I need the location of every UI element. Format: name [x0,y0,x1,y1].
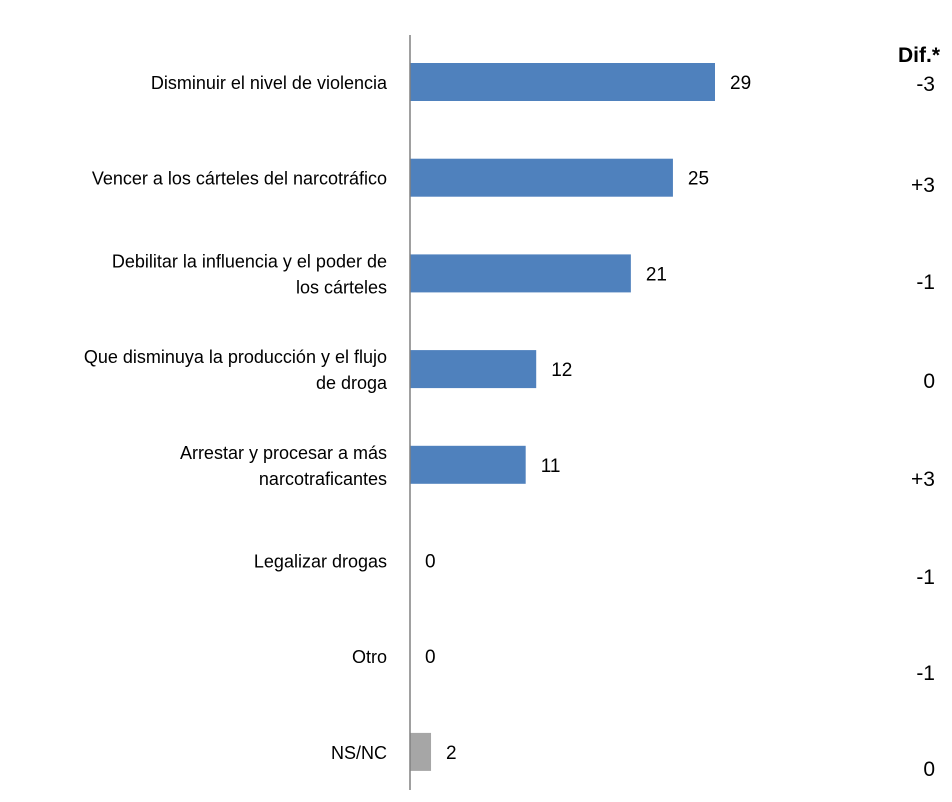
category-label: NS/NC [331,743,387,763]
category-label: Disminuir el nivel de violencia [151,73,388,93]
value-label: 29 [730,73,751,94]
category-label-line: Disminuir el nivel de violencia [151,73,388,93]
dif-value: +3 [911,174,935,197]
category-label: Legalizar drogas [254,552,387,572]
bar [410,350,537,389]
category-label: Debilitar la influencia y el poder de los… [112,251,387,297]
dif-value: +3 [911,468,935,491]
value-label: 11 [541,456,561,477]
category-label-line: Arrestar y procesar a más [180,443,387,463]
value-label: 25 [688,169,709,190]
value-labels-group: 29 25 21 12 11 0 0 2 [425,73,751,764]
value-label: 21 [646,264,667,285]
category-label-line: los cárteles [296,277,387,297]
dif-value: -1 [916,271,935,294]
category-label-line: NS/NC [331,743,387,763]
category-label: Que disminuya la producción y el flujo de… [84,347,388,393]
bars-group [410,63,715,771]
dif-values-group: -3 +3 -1 0 +3 -1 -1 0 [911,73,935,781]
category-label-line: Vencer a los cárteles del narcotráfico [92,169,387,189]
category-label: Vencer a los cárteles del narcotráfico [92,169,387,189]
dif-header: Dif.* [898,44,941,67]
value-label: 0 [425,552,436,573]
category-label-line: Otro [352,647,387,667]
bar [410,158,673,197]
category-labels-group: Disminuir el nivel de violencia Vencer a … [84,73,388,763]
dif-value: -1 [916,662,935,685]
dif-value: -1 [916,566,935,589]
category-label-line: Legalizar drogas [254,552,387,572]
category-label-line: de droga [316,373,388,393]
dif-value: -3 [916,73,935,96]
value-label: 0 [425,647,436,668]
category-label-line: Que disminuya la producción y el flujo [84,347,387,367]
dif-value: 0 [923,758,935,781]
category-label-line: narcotraficantes [259,469,387,489]
bar [410,732,432,771]
bar [410,445,526,484]
category-label: Otro [352,647,387,667]
category-label-line: Debilitar la influencia y el poder de [112,251,387,271]
bar [410,63,715,101]
value-label: 2 [446,743,457,764]
bar [410,254,631,293]
value-label: 12 [551,360,572,381]
category-label: Arrestar y procesar a más narcotraficante… [180,443,387,489]
dif-value: 0 [923,370,935,393]
